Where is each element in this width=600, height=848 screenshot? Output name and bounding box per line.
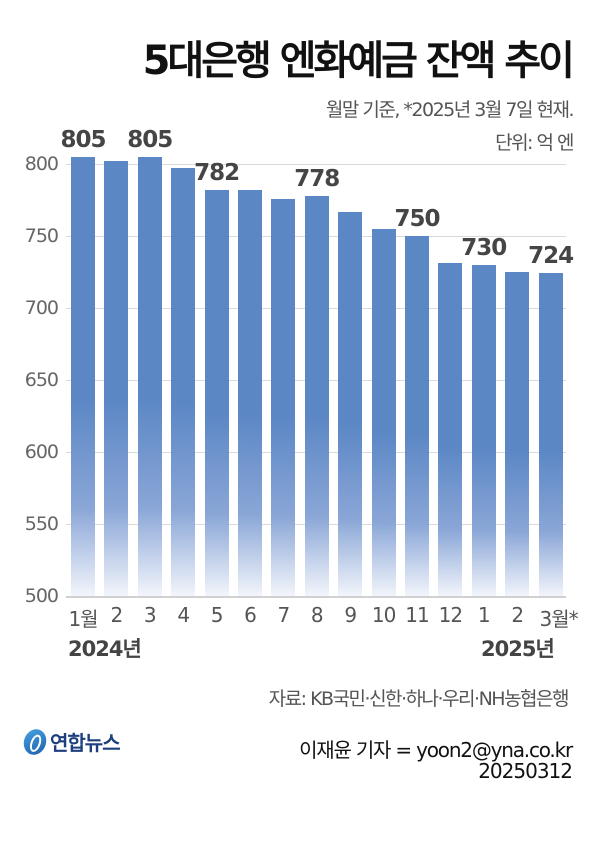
bar [71,156,95,596]
x-tick-label: 2 [511,603,524,627]
x-tick-label: 3월* [539,607,579,631]
bar-value-label: 730 [461,234,507,261]
bar [304,195,329,596]
x-tick-label: 4 [177,603,190,627]
bar [238,189,262,596]
y-tick-label: 700 [24,297,59,319]
bar [137,156,162,596]
bar [505,272,530,596]
bar-value-label: 805 [60,126,106,153]
bar [104,161,129,596]
bar [438,263,463,596]
source-text: 자료: KB국민·신한·하나·우리·NH농협은행 [268,688,570,710]
x-tick-label: 8 [310,603,324,627]
x-tick-label: 11 [405,603,429,627]
x-tick-label: 7 [277,603,291,627]
bar [405,236,429,596]
bar-value-label: 778 [294,165,340,192]
chart-note: 월말 기준, *2025년 3월 7일 현재. [325,99,575,121]
bar [538,273,563,596]
gridline [66,596,566,598]
bar [371,228,396,596]
year-label-2025: 2025년 [481,637,555,661]
bar [204,189,229,596]
page-title: 5대은행 엔화예금 잔액 추이 [142,38,575,84]
y-tick-label: 550 [24,513,59,535]
x-tick-label: 1월 [68,607,98,631]
y-tick-label: 800 [24,153,59,175]
gridline [66,164,566,165]
publish-date: 20250312 [478,759,573,783]
bar [471,264,496,596]
bar-value-label: 750 [394,206,440,232]
x-tick-label: 9 [344,603,357,627]
bar [171,168,196,596]
bar [271,198,296,596]
y-tick-label: 500 [24,585,59,607]
year-label-2024: 2024년 [68,637,142,661]
bar-value-label: 782 [194,159,240,186]
y-tick-label: 600 [24,441,59,463]
yonhap-logo: 연합뉴스 [20,725,121,758]
x-tick-label: 6 [244,603,257,627]
x-tick-label: 2 [110,603,124,627]
x-tick-label: 3 [143,603,157,627]
bar-chart: 500 550 600 650 700 750 800 805 1월 2 805 3 4 782 5 6 7 77… [24,126,579,631]
y-tick-label: 650 [24,369,59,391]
x-tick-label: 12 [438,603,463,627]
x-tick-label: 5 [210,603,224,627]
yonhap-logo-icon [20,725,50,758]
bar [338,211,363,596]
y-tick-label: 750 [24,225,59,247]
x-tick-label: 1 [477,603,491,627]
chart-unit: 단위: 억 엔 [495,132,574,154]
logo-text: 연합뉴스 [50,731,121,755]
bar-value-label: 805 [127,126,173,153]
reporter-credit: 이재윤 기자 = yoon2@yna.co.kr [299,738,573,762]
x-tick-label: 10 [371,603,396,627]
bar-value-label: 724 [528,243,574,270]
